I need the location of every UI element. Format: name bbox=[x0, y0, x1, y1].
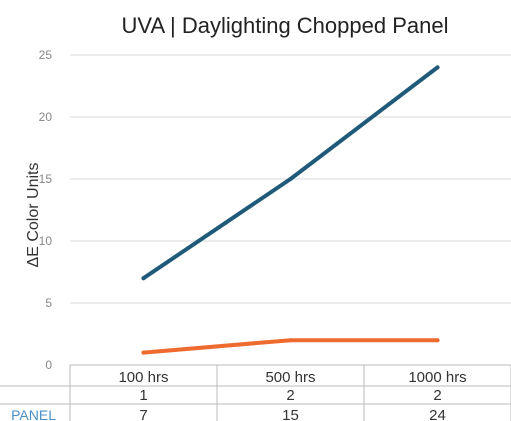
y-tick-label: 0 bbox=[45, 358, 52, 372]
series-lines bbox=[141, 65, 440, 355]
y-tick-label: 5 bbox=[45, 296, 52, 310]
y-tick-label: 15 bbox=[39, 172, 53, 186]
data-point bbox=[141, 276, 146, 281]
data-point bbox=[288, 177, 293, 181]
table-cell: 2 bbox=[433, 387, 441, 404]
x-category-label: 1000 hrs bbox=[408, 369, 466, 386]
y-axis-ticks: 0 5 10 15 20 25 bbox=[39, 48, 53, 372]
y-tick-label: 20 bbox=[39, 110, 53, 124]
table-cell: 7 bbox=[139, 407, 147, 421]
series-line-1 bbox=[141, 65, 440, 281]
data-table: 100 hrs 500 hrs 1000 hrs 1 2 2 PANEL 7 15 24 bbox=[0, 364, 511, 421]
y-tick-label: 25 bbox=[39, 48, 53, 62]
data-point bbox=[435, 65, 440, 70]
table-row-label: PANEL bbox=[11, 407, 56, 421]
table-cell: 2 bbox=[286, 387, 294, 404]
table-cell: 15 bbox=[282, 407, 299, 421]
data-point bbox=[435, 338, 440, 343]
table-cell: 24 bbox=[429, 407, 446, 421]
chart-title: UVA | Daylighting Chopped Panel bbox=[122, 13, 449, 38]
data-point bbox=[288, 338, 293, 343]
x-category-label: 100 hrs bbox=[118, 369, 168, 386]
y-axis-label: ΔE Color Units bbox=[25, 163, 42, 268]
x-category-label: 500 hrs bbox=[265, 369, 315, 386]
y-tick-label: 10 bbox=[39, 234, 53, 248]
data-point bbox=[141, 350, 146, 355]
table-cell: 1 bbox=[139, 387, 147, 404]
